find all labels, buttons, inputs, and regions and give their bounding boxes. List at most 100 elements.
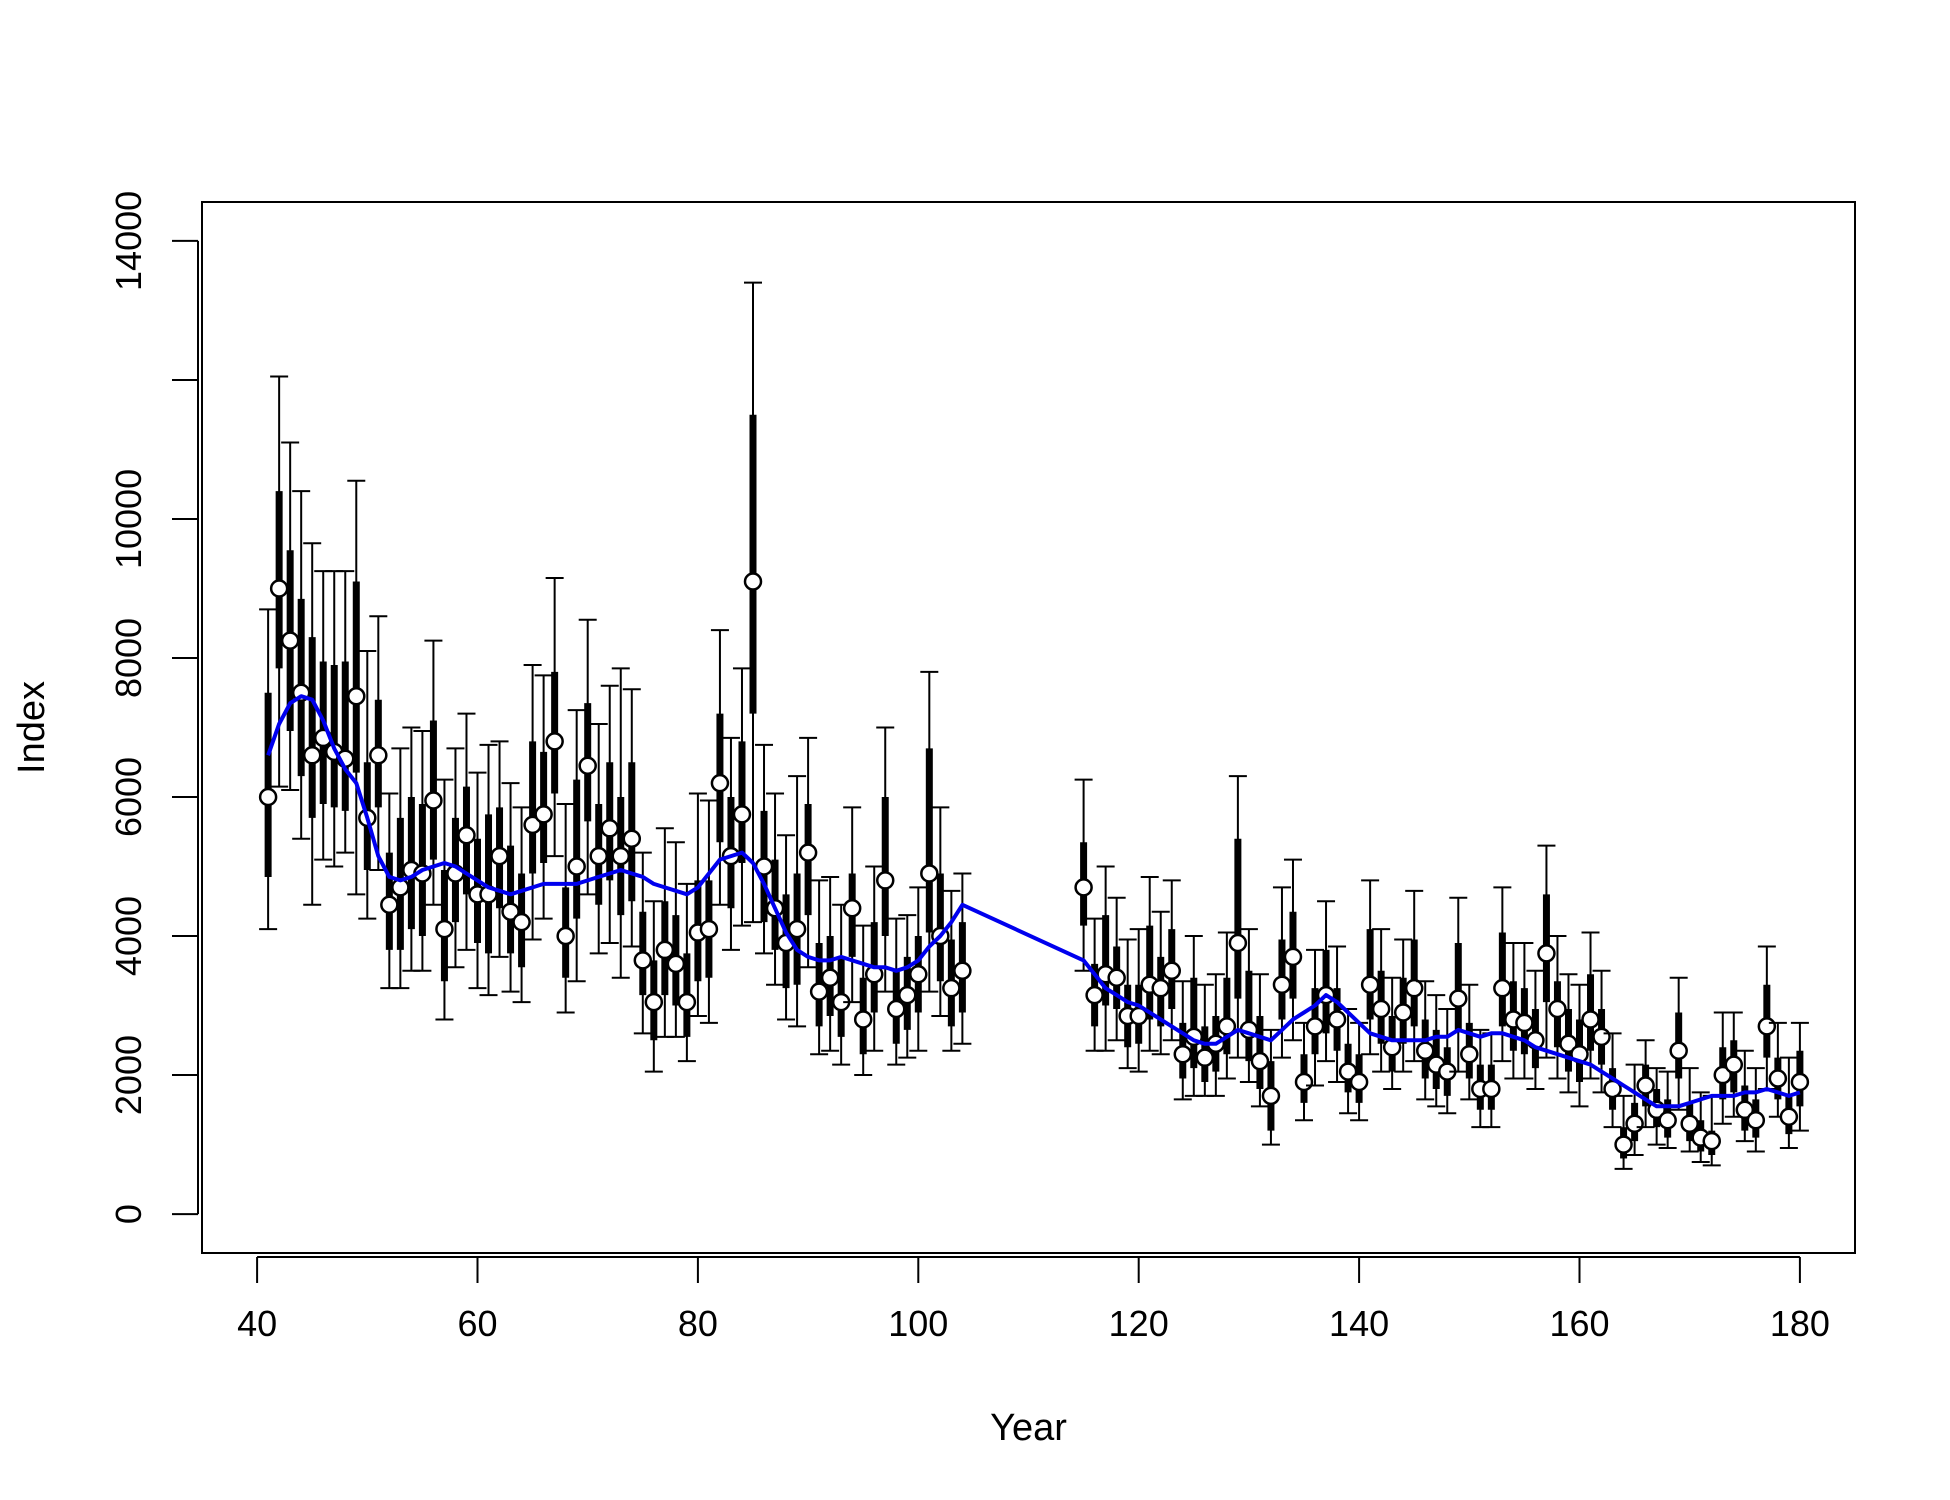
data-point <box>887 999 906 1019</box>
data-point-group <box>743 281 763 924</box>
data-point <box>732 805 752 824</box>
data-point <box>1261 1086 1281 1106</box>
data-point <box>622 829 642 848</box>
data-point-group <box>501 782 520 993</box>
x-tick-label: 160 <box>1549 1303 1609 1344</box>
data-point <box>1592 1027 1611 1047</box>
data-point-group <box>1449 896 1468 1073</box>
data-point-group <box>1338 1008 1358 1115</box>
data-point-group <box>1184 935 1204 1097</box>
x-axis: 40 60 80 100 120 140 160 180 <box>237 1256 1830 1344</box>
data-point <box>1283 947 1303 967</box>
data-point-group <box>732 667 752 927</box>
data-point <box>369 746 388 765</box>
data-point <box>898 985 917 1005</box>
data-point <box>1327 1010 1347 1029</box>
data-point <box>1217 1017 1237 1036</box>
data-point <box>1294 1072 1314 1092</box>
data-point-group <box>633 851 653 1035</box>
data-point <box>556 926 575 946</box>
data-point-group <box>1724 1011 1744 1118</box>
data-point-group <box>1779 1056 1799 1150</box>
data-point <box>1404 978 1424 998</box>
data-point <box>1107 968 1126 987</box>
data-point-group <box>545 577 564 858</box>
data-point-group <box>688 792 708 1017</box>
data-point <box>1680 1114 1699 1133</box>
y-tick-label: 0 <box>108 1204 149 1224</box>
data-point <box>512 912 531 932</box>
data-point-group <box>269 375 289 788</box>
data-point <box>875 871 895 890</box>
data-point-group <box>347 479 366 896</box>
data-point-group <box>699 799 719 1024</box>
data-point-group <box>258 608 278 931</box>
data-point-group <box>589 723 608 955</box>
y-tick-label: 4000 <box>108 896 149 976</box>
data-point <box>280 631 300 650</box>
data-point <box>1581 1010 1600 1029</box>
data-point-group <box>1316 900 1336 1063</box>
data-point-group <box>534 674 553 920</box>
data-point <box>1658 1110 1677 1130</box>
x-tick-label: 120 <box>1109 1303 1169 1344</box>
data-point <box>1625 1114 1644 1133</box>
data-point <box>1360 975 1380 994</box>
y-tick-label: 10000 <box>108 469 149 569</box>
x-tick-label: 140 <box>1329 1303 1389 1344</box>
data-point-group <box>765 792 785 986</box>
data-point-group <box>920 670 939 993</box>
data-point-group <box>1294 1021 1314 1122</box>
data-point <box>1669 1041 1688 1060</box>
data-point-group <box>324 570 344 868</box>
data-point-group <box>1404 889 1424 1063</box>
data-marks <box>258 281 1810 1170</box>
data-point-group <box>479 743 498 997</box>
data-point <box>743 572 763 591</box>
data-point-group <box>369 615 388 871</box>
data-point <box>1757 1017 1777 1036</box>
data-point <box>490 846 509 866</box>
data-point <box>942 978 961 998</box>
data-point-group <box>875 726 895 993</box>
data-point-group <box>1162 879 1182 1042</box>
data-point-group <box>556 802 575 1014</box>
y-tick-label: 8000 <box>108 618 149 698</box>
data-point <box>435 919 454 939</box>
y-tick-label: 6000 <box>108 757 149 837</box>
data-point <box>1790 1072 1810 1092</box>
data-point <box>787 919 807 939</box>
data-point-group <box>611 667 631 979</box>
data-point <box>1371 999 1391 1019</box>
data-point <box>1636 1076 1655 1095</box>
data-point-group <box>809 879 829 1056</box>
data-point-group <box>798 736 818 969</box>
data-point-group <box>1768 1021 1788 1118</box>
data-point <box>380 895 399 915</box>
data-point <box>1768 1069 1788 1088</box>
data-point-group <box>1305 948 1325 1087</box>
data-point-group <box>1614 1094 1633 1170</box>
data-point-group <box>1272 886 1292 1059</box>
data-point <box>1537 944 1556 963</box>
data-point <box>1746 1110 1766 1130</box>
data-point <box>269 579 289 598</box>
data-point-group <box>523 663 542 941</box>
data-point-group <box>1680 1067 1699 1153</box>
data-point <box>611 846 631 866</box>
x-tick-label: 80 <box>678 1303 718 1344</box>
data-point-group <box>1515 941 1534 1080</box>
data-point-group <box>1151 910 1170 1056</box>
data-point-group <box>853 924 873 1077</box>
data-point-group <box>457 712 476 951</box>
data-point-group <box>1371 928 1391 1073</box>
data-point <box>1173 1044 1193 1064</box>
data-point <box>1162 961 1182 981</box>
data-point <box>842 898 862 918</box>
data-point <box>578 756 597 775</box>
data-point-group <box>336 570 355 854</box>
data-point-group <box>909 886 928 1052</box>
data-point-group <box>1482 1032 1501 1129</box>
